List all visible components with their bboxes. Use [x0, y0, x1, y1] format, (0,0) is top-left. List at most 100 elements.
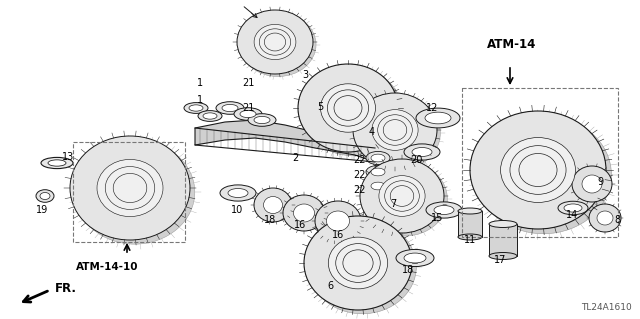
- Text: 7: 7: [390, 199, 396, 209]
- Ellipse shape: [519, 153, 557, 187]
- Ellipse shape: [476, 116, 611, 234]
- Ellipse shape: [254, 188, 292, 222]
- Text: 16: 16: [332, 230, 344, 240]
- Ellipse shape: [416, 108, 460, 128]
- Text: 16: 16: [294, 220, 306, 230]
- Text: 9: 9: [597, 177, 603, 187]
- Ellipse shape: [97, 160, 163, 217]
- Text: 21: 21: [242, 78, 254, 88]
- Ellipse shape: [264, 33, 285, 51]
- Ellipse shape: [220, 185, 256, 201]
- Ellipse shape: [216, 102, 244, 114]
- Ellipse shape: [589, 204, 621, 232]
- Text: TL24A1610: TL24A1610: [581, 303, 632, 312]
- Ellipse shape: [572, 166, 612, 202]
- Ellipse shape: [412, 147, 432, 157]
- Text: 1: 1: [197, 95, 203, 105]
- Ellipse shape: [184, 103, 208, 113]
- Text: 10: 10: [231, 205, 243, 215]
- Ellipse shape: [404, 253, 426, 263]
- Text: 18: 18: [402, 265, 414, 275]
- Text: 20: 20: [410, 155, 422, 165]
- Text: 19: 19: [36, 205, 48, 215]
- Ellipse shape: [254, 116, 270, 123]
- Text: 11: 11: [464, 235, 476, 245]
- Ellipse shape: [582, 175, 602, 193]
- Ellipse shape: [353, 93, 437, 167]
- Polygon shape: [195, 120, 375, 162]
- Ellipse shape: [70, 136, 190, 240]
- Ellipse shape: [426, 202, 462, 218]
- Ellipse shape: [390, 186, 414, 206]
- Ellipse shape: [458, 234, 482, 240]
- Text: 3: 3: [302, 70, 308, 80]
- Ellipse shape: [425, 112, 451, 124]
- Ellipse shape: [228, 189, 248, 197]
- Ellipse shape: [240, 12, 316, 77]
- Ellipse shape: [489, 253, 517, 259]
- Ellipse shape: [36, 190, 54, 202]
- Ellipse shape: [113, 174, 147, 203]
- Ellipse shape: [564, 204, 582, 212]
- Ellipse shape: [259, 29, 291, 55]
- Ellipse shape: [298, 64, 398, 152]
- Ellipse shape: [404, 144, 440, 160]
- Ellipse shape: [385, 181, 419, 211]
- Ellipse shape: [321, 84, 376, 132]
- Text: 6: 6: [327, 281, 333, 291]
- Ellipse shape: [500, 137, 575, 203]
- Ellipse shape: [366, 152, 390, 165]
- Bar: [489, 224, 517, 256]
- Ellipse shape: [234, 108, 262, 120]
- Text: 15: 15: [431, 213, 443, 223]
- Text: 13: 13: [62, 152, 74, 162]
- Text: 8: 8: [614, 215, 620, 225]
- Ellipse shape: [302, 68, 402, 156]
- Ellipse shape: [240, 110, 256, 118]
- Text: ATM-14: ATM-14: [487, 39, 536, 51]
- Text: 1: 1: [197, 78, 203, 88]
- Ellipse shape: [336, 244, 380, 282]
- Ellipse shape: [328, 237, 388, 289]
- Ellipse shape: [105, 167, 155, 210]
- Ellipse shape: [308, 220, 417, 314]
- Text: 22: 22: [354, 185, 366, 195]
- Ellipse shape: [222, 104, 238, 112]
- Ellipse shape: [371, 182, 385, 190]
- Ellipse shape: [510, 146, 566, 194]
- Text: 5: 5: [317, 102, 323, 112]
- Ellipse shape: [396, 249, 434, 267]
- Ellipse shape: [328, 90, 369, 126]
- Ellipse shape: [366, 165, 390, 179]
- Text: 4: 4: [369, 127, 375, 137]
- Text: 22: 22: [354, 170, 366, 180]
- Ellipse shape: [372, 110, 418, 150]
- Ellipse shape: [597, 211, 613, 225]
- Text: 22: 22: [354, 155, 366, 165]
- Ellipse shape: [203, 113, 217, 119]
- Ellipse shape: [48, 160, 66, 166]
- Ellipse shape: [189, 105, 203, 111]
- Ellipse shape: [40, 192, 50, 199]
- Ellipse shape: [379, 176, 425, 216]
- Text: 17: 17: [494, 255, 506, 265]
- Ellipse shape: [315, 201, 361, 241]
- Ellipse shape: [366, 179, 390, 193]
- Text: 12: 12: [426, 103, 438, 113]
- Text: 14: 14: [566, 210, 578, 220]
- Text: FR.: FR.: [55, 281, 77, 294]
- Ellipse shape: [254, 24, 296, 60]
- Ellipse shape: [248, 114, 276, 126]
- Ellipse shape: [434, 205, 454, 214]
- Ellipse shape: [41, 157, 73, 169]
- Ellipse shape: [304, 216, 412, 310]
- Ellipse shape: [371, 154, 385, 162]
- Ellipse shape: [294, 204, 314, 222]
- Ellipse shape: [326, 211, 349, 231]
- Ellipse shape: [489, 220, 517, 227]
- Ellipse shape: [237, 10, 313, 74]
- Ellipse shape: [371, 168, 385, 176]
- Ellipse shape: [458, 208, 482, 214]
- Ellipse shape: [343, 250, 373, 276]
- Text: 21: 21: [242, 103, 254, 113]
